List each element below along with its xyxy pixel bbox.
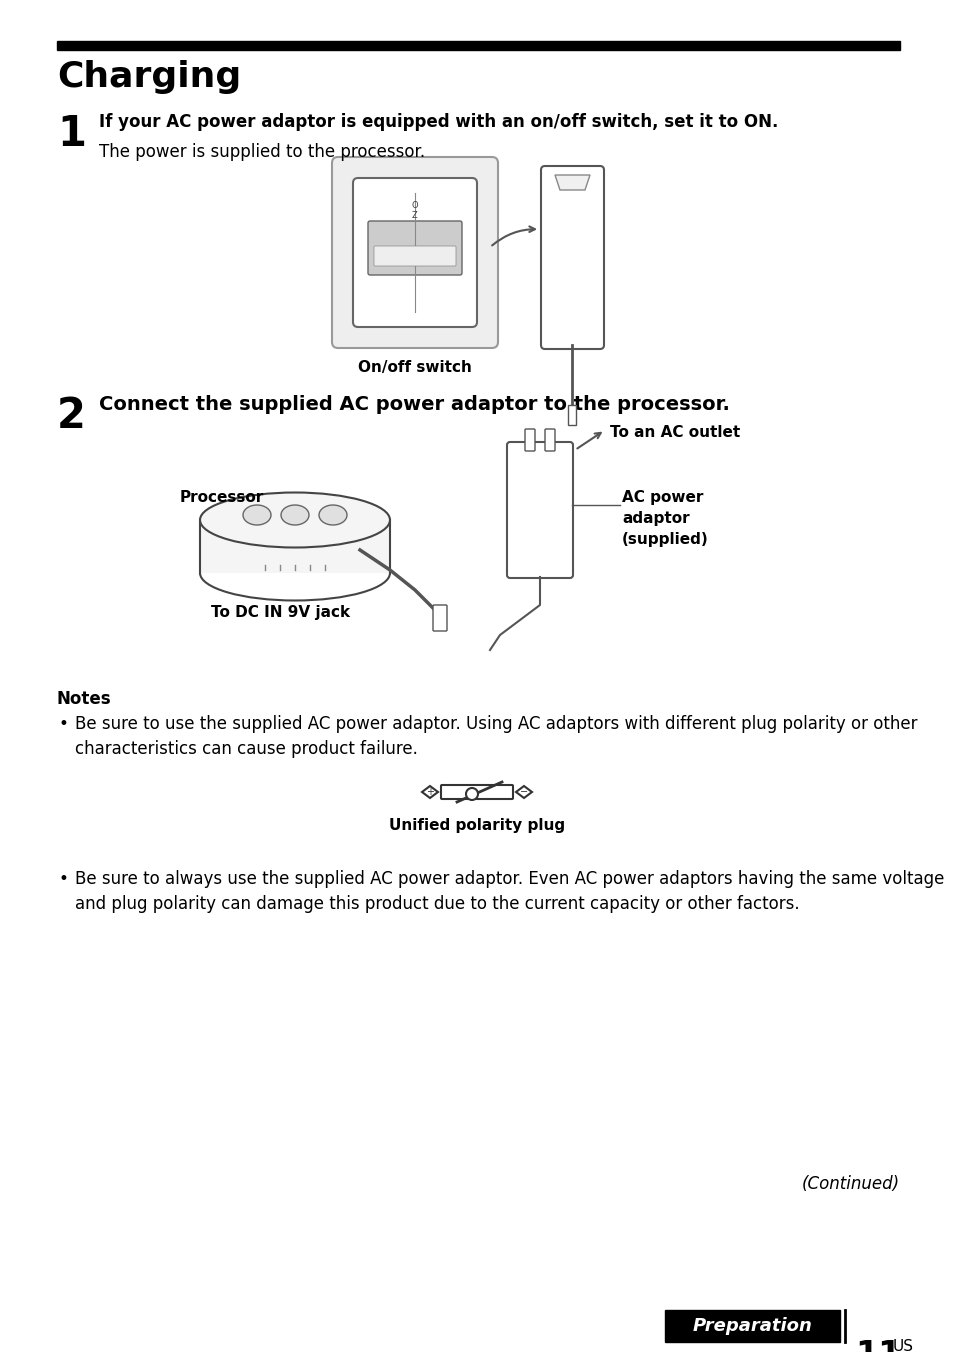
Polygon shape [421,786,437,798]
Text: Unified polarity plug: Unified polarity plug [389,818,564,833]
Text: Connect the supplied AC power adaptor to the processor.: Connect the supplied AC power adaptor to… [99,395,729,414]
Text: The power is supplied to the processor.: The power is supplied to the processor. [99,143,425,161]
Bar [57,41,899,50]
FancyBboxPatch shape [506,442,573,579]
Text: If your AC power adaptor is equipped with an on/off switch, set it to ON.: If your AC power adaptor is equipped wit… [99,114,778,131]
Bar [664,1310,840,1343]
Text: US: US [892,1338,913,1352]
Polygon shape [555,174,589,191]
Text: •: • [59,715,69,733]
FancyBboxPatch shape [433,604,447,631]
Text: AC power
adaptor
(supplied): AC power adaptor (supplied) [621,489,708,548]
Text: Charging: Charging [57,59,241,95]
Text: 11: 11 [854,1338,901,1352]
Text: +: + [426,787,434,796]
FancyBboxPatch shape [353,178,476,327]
Text: Preparation: Preparation [692,1317,812,1334]
Bar [200,521,390,573]
Text: •: • [59,869,69,888]
FancyBboxPatch shape [332,157,497,347]
Text: O: O [412,201,417,210]
Ellipse shape [200,492,390,548]
Text: To an AC outlet: To an AC outlet [609,425,740,439]
Text: 2: 2 [57,395,86,437]
Text: Z: Z [412,211,417,220]
Text: To DC IN 9V jack: To DC IN 9V jack [211,604,350,621]
FancyBboxPatch shape [524,429,535,452]
Ellipse shape [243,506,271,525]
Ellipse shape [281,506,309,525]
Ellipse shape [318,506,347,525]
FancyBboxPatch shape [440,786,513,799]
Text: 1: 1 [57,114,86,155]
FancyBboxPatch shape [368,220,461,274]
Text: −: − [519,787,528,796]
Text: Be sure to use the supplied AC power adaptor. Using AC adaptors with different p: Be sure to use the supplied AC power ada… [75,715,917,758]
Text: Notes: Notes [57,690,112,708]
FancyBboxPatch shape [544,429,555,452]
Polygon shape [568,406,576,425]
Text: On/off switch: On/off switch [357,360,472,375]
FancyBboxPatch shape [374,246,456,266]
Text: Processor: Processor [180,489,264,506]
Text: (Continued): (Continued) [801,1175,899,1192]
Polygon shape [516,786,532,798]
Text: Be sure to always use the supplied AC power adaptor. Even AC power adaptors havi: Be sure to always use the supplied AC po… [75,869,943,913]
Circle shape [465,788,477,800]
FancyBboxPatch shape [540,166,603,349]
